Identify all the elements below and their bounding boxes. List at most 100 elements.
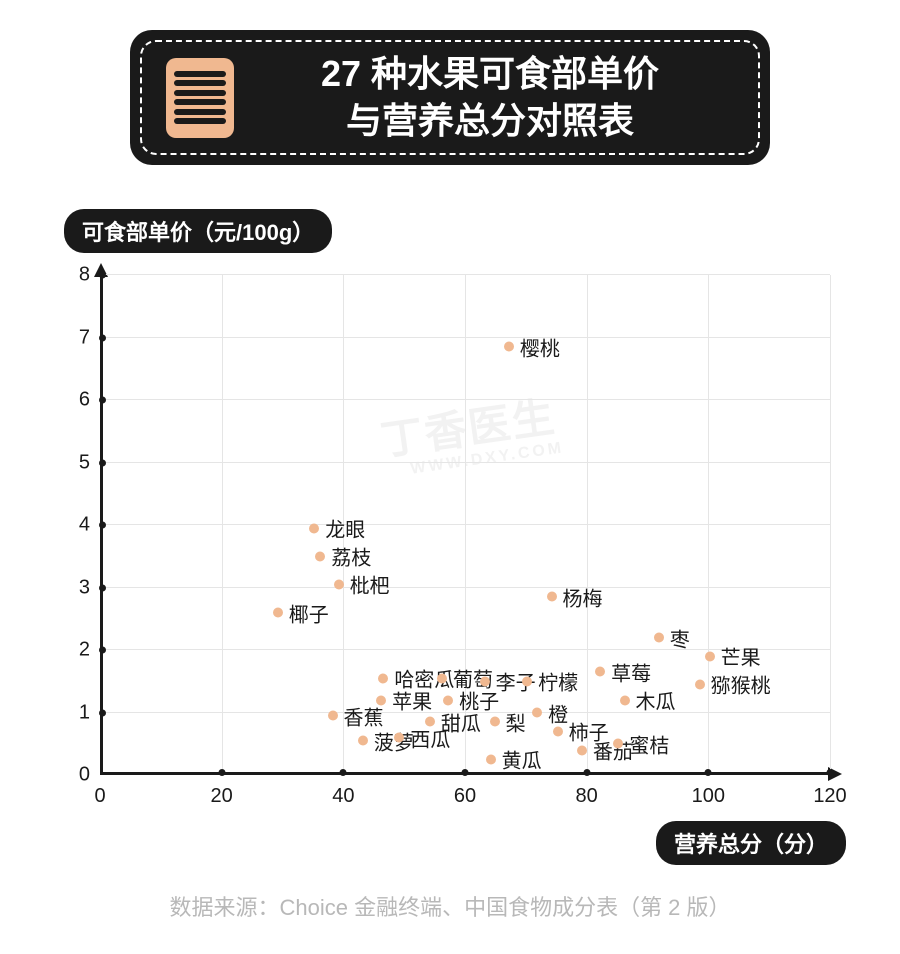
data-point: 樱桃 <box>504 332 560 361</box>
marker-dot <box>654 633 664 643</box>
point-label: 龙眼 <box>325 514 365 543</box>
x-tick-mark <box>340 769 347 776</box>
point-label: 猕猴桃 <box>711 670 771 699</box>
point-label: 黄瓜 <box>502 745 542 774</box>
marker-dot <box>532 708 542 718</box>
x-tick-mark <box>583 769 590 776</box>
marker-dot <box>486 754 496 764</box>
data-source-text: 数据来源：Choice 金融终端、中国食物成分表（第 2 版） <box>0 890 900 922</box>
marker-dot <box>695 679 705 689</box>
y-tick-mark <box>99 334 106 341</box>
y-tick-label: 1 <box>79 701 90 724</box>
data-point: 芒果 <box>705 642 761 671</box>
y-tick-mark <box>99 647 106 654</box>
y-tick-label: 4 <box>79 514 90 537</box>
y-tick-label: 8 <box>79 264 90 287</box>
y-tick-mark <box>99 709 106 716</box>
marker-dot <box>620 695 630 705</box>
x-tick-label: 20 <box>211 785 233 808</box>
marker-dot <box>394 733 404 743</box>
gridline-vertical <box>222 275 223 775</box>
data-point: 猕猴桃 <box>695 670 771 699</box>
y-tick-label: 7 <box>79 326 90 349</box>
data-point: 草莓 <box>595 657 651 686</box>
x-tick-mark <box>705 769 712 776</box>
chart-container: 可食部单价（元/100g） 营养总分（分） 丁香医生 WWW.DXY.COM 0… <box>70 215 840 855</box>
marker-dot <box>378 673 388 683</box>
marker-dot <box>328 711 338 721</box>
marker-dot <box>553 726 563 736</box>
data-point: 蜜桔 <box>613 729 669 758</box>
data-point: 枣 <box>654 623 690 652</box>
marker-dot <box>504 342 514 352</box>
marker-dot <box>425 717 435 727</box>
y-tick-mark <box>99 522 106 529</box>
point-label: 梨 <box>506 707 526 736</box>
scatter-plot: 丁香医生 WWW.DXY.COM 01234567802040608010012… <box>100 275 830 775</box>
point-label: 木瓜 <box>636 686 676 715</box>
data-point: 梨 <box>490 707 526 736</box>
y-tick-mark <box>99 459 106 466</box>
x-tick-label: 40 <box>332 785 354 808</box>
x-tick-mark <box>218 769 225 776</box>
y-tick-mark <box>99 584 106 591</box>
watermark-text: 丁香医生 <box>377 383 560 468</box>
marker-dot <box>334 579 344 589</box>
y-tick-label: 2 <box>79 639 90 662</box>
marker-dot <box>613 739 623 749</box>
marker-dot <box>705 651 715 661</box>
marker-dot <box>480 676 490 686</box>
marker-dot <box>547 592 557 602</box>
data-point: 龙眼 <box>309 514 365 543</box>
point-label: 柠檬 <box>538 667 578 696</box>
y-tick-mark <box>99 272 106 279</box>
marker-dot <box>358 736 368 746</box>
point-label: 草莓 <box>611 657 651 686</box>
data-point: 木瓜 <box>620 686 676 715</box>
x-tick-mark <box>827 769 834 776</box>
chart-title: 27 种水果可食部单价 与营养总分对照表 <box>234 51 746 145</box>
marker-dot <box>309 523 319 533</box>
gridline-vertical <box>587 275 588 775</box>
notepad-icon <box>166 58 234 138</box>
marker-dot <box>595 667 605 677</box>
point-label: 椰子 <box>289 598 329 627</box>
y-axis-label: 可食部单价（元/100g） <box>64 209 332 253</box>
marker-dot <box>577 745 587 755</box>
y-tick-label: 5 <box>79 451 90 474</box>
marker-dot <box>522 676 532 686</box>
x-tick-mark <box>462 769 469 776</box>
title-line-1: 27 种水果可食部单价 <box>244 51 736 98</box>
marker-dot <box>490 717 500 727</box>
y-tick-label: 0 <box>79 764 90 787</box>
x-tick-label: 100 <box>692 785 725 808</box>
marker-dot <box>376 695 386 705</box>
data-point: 椰子 <box>273 598 329 627</box>
title-badge: 27 种水果可食部单价 与营养总分对照表 <box>130 30 770 165</box>
data-point: 柠檬 <box>522 667 578 696</box>
data-point: 荔枝 <box>315 542 371 571</box>
point-label: 枣 <box>670 623 690 652</box>
title-line-2: 与营养总分对照表 <box>244 98 736 145</box>
point-label: 杨梅 <box>563 582 603 611</box>
marker-dot <box>437 673 447 683</box>
marker-dot <box>315 551 325 561</box>
point-label: 芒果 <box>721 642 761 671</box>
point-label: 樱桃 <box>520 332 560 361</box>
data-point: 枇杷 <box>334 570 390 599</box>
x-tick-label: 80 <box>576 785 598 808</box>
point-label: 枇杷 <box>350 570 390 599</box>
x-axis-label: 营养总分（分） <box>656 821 846 865</box>
data-point: 黄瓜 <box>486 745 542 774</box>
x-tick-label: 0 <box>94 785 105 808</box>
point-label: 荔枝 <box>331 542 371 571</box>
data-point: 杨梅 <box>547 582 603 611</box>
marker-dot <box>443 695 453 705</box>
x-tick-label: 120 <box>813 785 846 808</box>
y-tick-mark <box>99 397 106 404</box>
watermark-url: WWW.DXY.COM <box>410 439 566 478</box>
gridline-vertical <box>708 275 709 775</box>
x-tick-label: 60 <box>454 785 476 808</box>
point-label: 蜜桔 <box>629 729 669 758</box>
y-tick-label: 3 <box>79 576 90 599</box>
